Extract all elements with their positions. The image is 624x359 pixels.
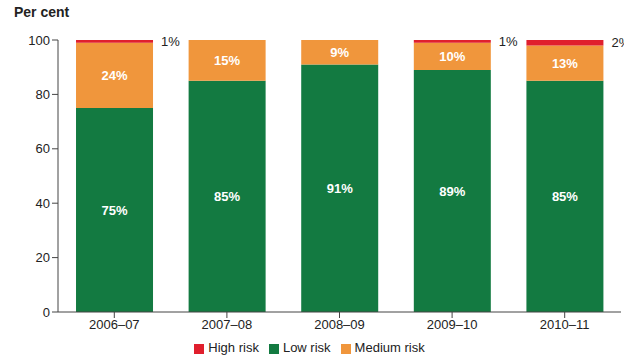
svg-text:20: 20 [36,250,50,265]
svg-text:0: 0 [43,305,50,320]
svg-text:89%: 89% [439,184,465,199]
svg-text:10%: 10% [439,49,465,64]
svg-text:2008–09: 2008–09 [314,317,365,332]
html-text:High risk: High risk [208,340,259,355]
svg-text:91%: 91% [327,181,353,196]
svg-text:100: 100 [28,33,50,48]
svg-text:13%: 13% [552,56,578,71]
svg-text:80: 80 [36,87,50,102]
svg-text:9%: 9% [330,45,349,60]
svg-text:2010–11: 2010–11 [540,317,590,332]
svg-text:2%: 2% [611,35,616,50]
svg-text:85%: 85% [552,189,578,204]
html-text:Medium risk: Medium risk [354,340,425,355]
svg-text:1%: 1% [161,34,180,49]
svg-text:60: 60 [36,141,50,156]
html-text:Low risk: Low risk [282,340,331,355]
svg-text:2007–08: 2007–08 [202,317,253,332]
svg-text:85%: 85% [214,189,240,204]
html-text:Per cent: Per cent [14,4,70,20]
svg-text:75%: 75% [102,203,128,218]
svg-text:2006–07: 2006–07 [89,317,140,332]
svg-text:1%: 1% [499,34,518,49]
svg-text:15%: 15% [214,53,240,68]
svg-text:2009–10: 2009–10 [427,317,478,332]
svg-text:24%: 24% [102,68,128,83]
svg-text:40: 40 [36,196,50,211]
